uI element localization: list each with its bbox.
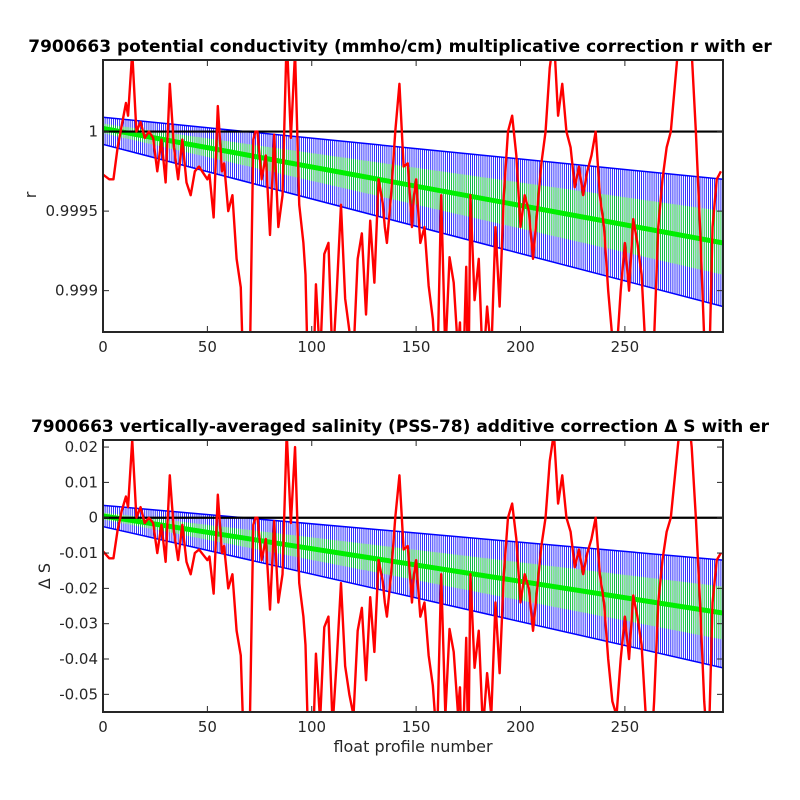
y-tick-label: 0.01 (65, 473, 98, 491)
salinity-correction-panel: 7900663 vertically-averaged salinity (PS… (31, 417, 770, 756)
y-tick-label: -0.01 (59, 544, 98, 562)
x-tick-label: 50 (198, 718, 217, 736)
x-tick-label: 50 (198, 338, 217, 356)
y-axis-label: r (21, 191, 40, 198)
plot-area (103, 440, 723, 712)
tick-layer: 0 50 100 150 200 250 0.999 0.9995 1 (46, 60, 723, 356)
x-tick-label: 150 (402, 718, 431, 736)
y-tick-label: -0.03 (59, 615, 98, 633)
y-tick-label: 0.9995 (46, 202, 99, 220)
y-tick-label: 0 (88, 509, 98, 527)
axes-frame (102, 439, 724, 713)
x-tick-label: 250 (611, 718, 640, 736)
error-envelope-upper (103, 504, 723, 561)
correction-fit-line (103, 513, 723, 616)
x-tick-label: 100 (297, 718, 326, 736)
x-tick-label: 250 (611, 338, 640, 356)
y-tick-label: -0.04 (59, 650, 98, 668)
conductivity-correction-panel: 7900663 potential conductivity (mmho/cm)… (21, 37, 772, 356)
x-tick-label: 200 (506, 718, 535, 736)
y-tick-label: 1 (88, 123, 98, 141)
y-tick-label: -0.02 (59, 579, 98, 597)
x-tick-label: 100 (297, 338, 326, 356)
y-tick-label: 0.02 (65, 438, 98, 456)
error-envelope-upper (103, 116, 723, 181)
x-tick-label: 0 (98, 718, 108, 736)
correction-fit-line (103, 125, 723, 246)
panel-title: 7900663 vertically-averaged salinity (PS… (31, 417, 770, 437)
y-tick-label: -0.05 (59, 685, 98, 703)
x-tick-label: 0 (98, 338, 108, 356)
tick-layer: 0 50 100 150 200 250 -0.05 -0.04 -0.03 -0.02 -0.01… (59, 438, 723, 736)
plot-area (103, 60, 723, 332)
x-tick-label: 150 (402, 338, 431, 356)
measured-series-line (103, 60, 722, 332)
x-tick-label: 200 (506, 338, 535, 356)
measured-series-line (103, 440, 722, 712)
x-axis-label: float profile number (333, 737, 493, 756)
panel-title: 7900663 potential conductivity (mmho/cm)… (28, 37, 772, 57)
y-axis-label: Δ S (35, 563, 54, 589)
axes-frame (102, 59, 724, 333)
y-tick-label: 0.999 (55, 282, 98, 300)
